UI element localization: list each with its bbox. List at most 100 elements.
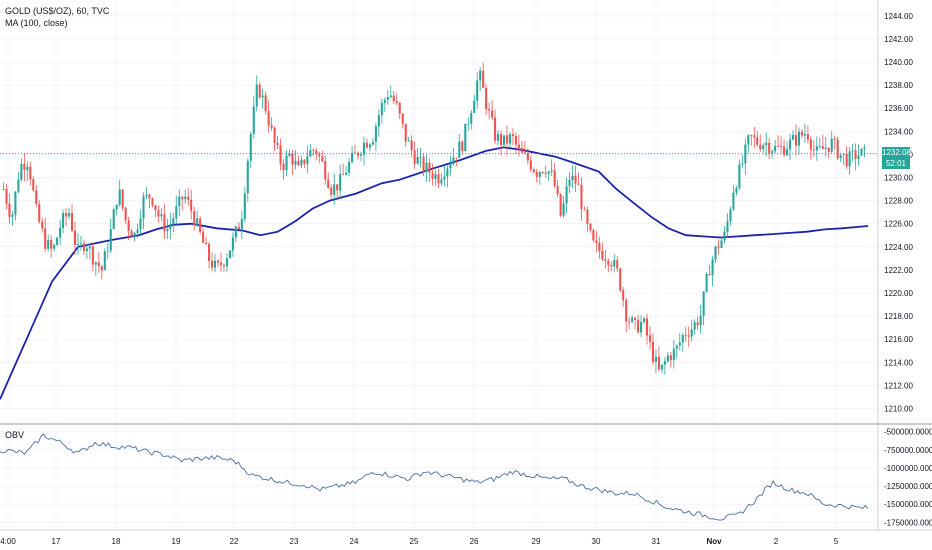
candle-body [821, 146, 824, 149]
price-tick-label: 1214.00 [884, 358, 913, 367]
candle-body [774, 146, 777, 152]
candle-body [246, 160, 249, 194]
obv-line [0, 433, 869, 521]
candle-body [175, 206, 178, 219]
price-tick-label: 1230.00 [884, 173, 913, 182]
candle-body [291, 153, 294, 165]
candle-body [479, 70, 482, 81]
candle-body [425, 162, 428, 172]
candle-body [342, 174, 345, 176]
candle-body [336, 184, 339, 191]
time-tick-label: 18 [112, 537, 121, 546]
candle-body [309, 150, 312, 157]
candle-body [148, 194, 151, 199]
candle-body [857, 155, 860, 159]
candle-body [97, 262, 100, 267]
time-tick-label: 29 [532, 537, 541, 546]
time-tick-label: 26 [470, 537, 479, 546]
candle-body [210, 260, 214, 268]
candle-body [726, 221, 729, 232]
candle-body [610, 264, 613, 267]
candle-body [118, 189, 121, 205]
candle-body [589, 223, 592, 231]
candle-body [437, 174, 440, 184]
candle-body [842, 153, 845, 155]
candle-body [205, 242, 208, 245]
candle-body [783, 146, 786, 156]
candle-body [169, 224, 172, 230]
candle-body [514, 135, 517, 145]
candle-body [666, 355, 669, 362]
candle-body [854, 150, 857, 159]
candle-body [270, 125, 273, 128]
candle-body [419, 156, 422, 158]
obv-legend[interactable]: OBV [5, 430, 25, 440]
candle-body [306, 156, 309, 164]
candle-body [488, 109, 491, 111]
candle-body [809, 139, 812, 150]
candle-body [485, 87, 488, 110]
price-tick-label: 1220.00 [884, 289, 913, 298]
candle-body [648, 335, 652, 342]
candle-body [65, 213, 68, 217]
ma-legend[interactable]: MA (100, close) [5, 18, 68, 28]
time-tick-label: 4:00 [0, 537, 16, 546]
obv-tick-label: -750000.0000 [884, 446, 932, 455]
candle-body [672, 348, 675, 361]
candle-body [345, 172, 348, 175]
candle-body [324, 161, 327, 180]
candle-body [109, 228, 112, 251]
price-tick-label: 1242.00 [884, 35, 913, 44]
candle-body [520, 147, 523, 153]
candle-body [762, 145, 765, 150]
candle-body [184, 196, 187, 200]
candle-body [431, 172, 434, 179]
symbol-legend[interactable]: GOLD (US$/OZ), 60, TVC [5, 6, 110, 16]
candle-body [464, 123, 467, 152]
candle-body [830, 138, 833, 152]
candle-body [255, 84, 258, 107]
candle-body [199, 218, 202, 232]
candle-body [410, 140, 413, 151]
candle-body [62, 213, 65, 228]
candle-body [422, 156, 425, 172]
price-tick-label: 1238.00 [884, 81, 913, 90]
candle-body [631, 317, 634, 322]
time-tick-label: 17 [52, 537, 61, 546]
candle-body [100, 266, 103, 271]
candle-body [208, 244, 211, 261]
candle-body [476, 80, 479, 101]
candle-body [136, 229, 139, 234]
candle-body [321, 156, 324, 162]
candle-body [449, 164, 452, 169]
candle-body [756, 137, 759, 145]
candle-body [675, 345, 678, 349]
candle-body [836, 139, 839, 159]
candle-body [705, 274, 708, 292]
candle-body [628, 321, 631, 323]
time-tick-label: 5 [834, 537, 839, 546]
candle-body [494, 117, 497, 141]
candle-body [741, 163, 744, 165]
candle-body [547, 171, 550, 174]
candle-body [47, 239, 50, 249]
candle-body [544, 172, 547, 174]
candle-body [511, 134, 514, 136]
candle-body [56, 237, 59, 245]
candle-body [800, 131, 803, 136]
candle-body [482, 70, 485, 88]
candle-body [839, 154, 842, 159]
candle-body [497, 134, 500, 141]
candle-body [538, 171, 541, 177]
candle-body [294, 160, 297, 165]
candle-body [687, 335, 690, 337]
price-tick-label: 1224.00 [884, 243, 913, 252]
candle-body [133, 233, 136, 237]
candle-body [23, 163, 26, 171]
candle-body [613, 260, 616, 267]
candle-body [690, 329, 693, 337]
candle-body [5, 189, 8, 204]
candle-body [380, 102, 383, 116]
candle-body [797, 131, 801, 146]
